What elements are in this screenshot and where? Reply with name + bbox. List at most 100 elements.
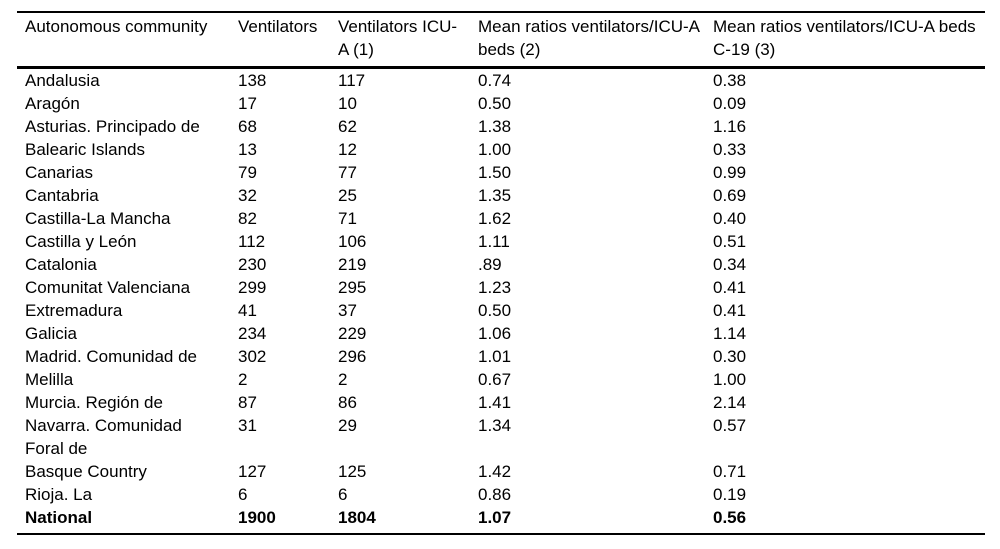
community-name: Basque Country — [25, 462, 147, 481]
ventilators-value: 2 — [238, 370, 248, 389]
column-header-ventilators-icu-a: Ventilators ICU-A (1) — [338, 12, 478, 69]
column-header-mean-ratio-beds-c19: Mean ratios ventilators/ICU-A beds C-19 … — [713, 12, 985, 69]
community-name-cell: Balearic Islands — [17, 138, 238, 161]
ventilators-value: 138 — [238, 71, 267, 90]
mean-ratio-beds-value: 1.11 — [478, 232, 510, 251]
ventilators-value: 1900 — [238, 508, 276, 527]
mean-ratio-beds-value: 0.67 — [478, 370, 512, 389]
mean-ratio-beds-c19-value: 0.41 — [713, 278, 747, 297]
mean-ratio-beds-c19-value: 0.41 — [713, 301, 747, 320]
ventilators-icu-a-value: 6 — [338, 485, 348, 504]
column-header-label: Mean ratios ventilators/ICU-A beds (2) — [478, 17, 700, 59]
mean-ratio-beds-c19-value: 1.16 — [713, 117, 747, 136]
community-name: Extremadura — [25, 301, 123, 320]
ventilators-value: 6 — [238, 485, 248, 504]
community-name: Navarra. Comunidad Foral de — [25, 416, 182, 458]
mean-ratio-beds-c19-value: 0.09 — [713, 94, 747, 113]
community-name: Asturias. Principado de — [25, 117, 200, 136]
mean-ratio-beds-value: 0.74 — [478, 71, 512, 90]
community-name: Andalusia — [25, 71, 100, 90]
ventilators-value: 299 — [238, 278, 267, 297]
mean-ratio-beds-c19-value: 0.19 — [713, 485, 747, 504]
column-header-label: Ventilators — [238, 17, 318, 36]
mean-ratio-beds-value: 1.50 — [478, 163, 512, 182]
ventilators-icu-a-value: 37 — [338, 301, 357, 320]
mean-ratio-beds-value: 0.50 — [478, 301, 512, 320]
ventilators-icu-a-value: 229 — [338, 324, 367, 343]
community-name-cell: National — [17, 506, 238, 534]
community-name-cell: Basque Country — [17, 460, 238, 483]
community-name-cell: Castilla y León — [17, 230, 238, 253]
community-name-cell: Castilla-La Mancha — [17, 207, 238, 230]
ventilators-icu-a-value: 2 — [338, 370, 348, 389]
community-name: Rioja. La — [25, 485, 93, 504]
community-name: Madrid. Comunidad de — [25, 347, 197, 366]
column-header-label: Ventilators ICU-A (1) — [338, 17, 458, 59]
mean-ratio-beds-c19-value: 0.56 — [713, 508, 747, 527]
mean-ratio-beds-c19-value: 0.69 — [713, 186, 747, 205]
mean-ratio-beds-value: 1.34 — [478, 416, 512, 435]
table-row: Murcia. Región de 87 86 1.41 2.14 — [17, 391, 985, 414]
mean-ratio-beds-c19-value: 1.14 — [713, 324, 747, 343]
column-header-mean-ratio-beds: Mean ratios ventilators/ICU-A beds (2) — [478, 12, 713, 69]
ventilators-icu-a-value: 25 — [338, 186, 357, 205]
ventilators-icu-a-value: 12 — [338, 140, 357, 159]
community-name: Balearic Islands — [25, 140, 146, 159]
mean-ratio-beds-value: 1.62 — [478, 209, 512, 228]
ventilators-value: 127 — [238, 462, 267, 481]
mean-ratio-beds-c19-value: 1.00 — [713, 370, 747, 389]
ventilators-icu-a-value: 117 — [338, 71, 366, 90]
ventilators-value: 112 — [238, 232, 266, 251]
ventilators-icu-a-value: 77 — [338, 163, 357, 182]
community-name-cell: Extremadura — [17, 299, 238, 322]
ventilators-icu-a-value: 29 — [338, 416, 357, 435]
mean-ratio-beds-value: .89 — [478, 255, 502, 274]
community-name: Cantabria — [25, 186, 99, 205]
ventilators-value: 79 — [238, 163, 257, 182]
community-name: Castilla-La Mancha — [25, 209, 171, 228]
ventilators-table: Autonomous community Ventilators Ventila… — [17, 11, 985, 535]
ventilators-icu-a-value: 62 — [338, 117, 357, 136]
table-row: Navarra. Comunidad Foral de 31 29 1.34 0… — [17, 414, 985, 460]
community-name: National — [25, 508, 93, 527]
mean-ratio-beds-value: 1.42 — [478, 462, 512, 481]
mean-ratio-beds-c19-value: 0.51 — [713, 232, 747, 251]
community-name: Canarias — [25, 163, 94, 182]
ventilators-icu-a-value: 295 — [338, 278, 367, 297]
community-name-cell: Madrid. Comunidad de — [17, 345, 238, 368]
mean-ratio-beds-c19-value: 0.30 — [713, 347, 747, 366]
ventilators-icu-a-value: 125 — [338, 462, 367, 481]
table-row: National 1900 1804 1.07 0.56 — [17, 506, 985, 534]
ventilators-icu-a-value: 106 — [338, 232, 367, 251]
table-row: Cantabria 32 25 1.35 0.69 — [17, 184, 985, 207]
community-name: Melilla — [25, 370, 74, 389]
mean-ratio-beds-value: 1.00 — [478, 140, 512, 159]
community-name-cell: Rioja. La — [17, 483, 238, 506]
community-name: Castilla y León — [25, 232, 137, 251]
mean-ratio-beds-c19-value: 0.99 — [713, 163, 747, 182]
table-container: Autonomous community Ventilators Ventila… — [17, 11, 985, 535]
table-row: Rioja. La 6 6 0.86 0.19 — [17, 483, 985, 506]
mean-ratio-beds-value: 1.41 — [478, 393, 512, 412]
community-name-cell: Galicia — [17, 322, 238, 345]
table-row: Canarias 79 77 1.50 0.99 — [17, 161, 985, 184]
table-row: Catalonia 230 219 .89 0.34 — [17, 253, 985, 276]
community-name-cell: Canarias — [17, 161, 238, 184]
mean-ratio-beds-c19-value: 0.38 — [713, 71, 747, 90]
table-row: Comunitat Valenciana 299 295 1.23 0.41 — [17, 276, 985, 299]
community-name: Murcia. Región de — [25, 393, 163, 412]
table-row: Castilla-La Mancha 82 71 1.62 0.40 — [17, 207, 985, 230]
mean-ratio-beds-c19-value: 2.14 — [713, 393, 747, 412]
community-name-cell: Comunitat Valenciana — [17, 276, 238, 299]
ventilators-value: 32 — [238, 186, 257, 205]
column-header-ventilators: Ventilators — [238, 12, 338, 69]
table-row: Castilla y León 112 106 1.11 0.51 — [17, 230, 985, 253]
mean-ratio-beds-value: 0.86 — [478, 485, 512, 504]
community-name-cell: Murcia. Región de — [17, 391, 238, 414]
table-row: Madrid. Comunidad de 302 296 1.01 0.30 — [17, 345, 985, 368]
community-name-cell: Navarra. Comunidad Foral de — [17, 414, 238, 460]
mean-ratio-beds-value: 1.06 — [478, 324, 512, 343]
ventilators-icu-a-value: 71 — [338, 209, 357, 228]
ventilators-icu-a-value: 296 — [338, 347, 367, 366]
mean-ratio-beds-c19-value: 0.71 — [713, 462, 747, 481]
